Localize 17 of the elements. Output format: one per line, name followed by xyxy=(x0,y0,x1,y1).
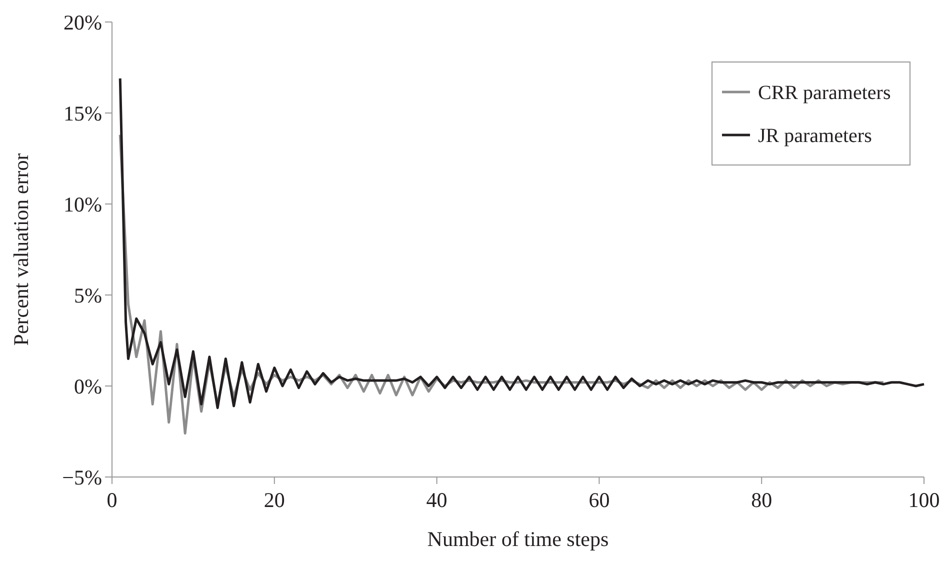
x-axis-title: Number of time steps xyxy=(427,527,609,551)
y-tick-label: 15% xyxy=(64,101,102,126)
y-axis-title: Percent valuation error xyxy=(9,153,33,346)
x-tick-label: 80 xyxy=(751,488,772,512)
x-tick-label: 60 xyxy=(588,488,610,512)
y-tick-label: 0% xyxy=(74,374,102,398)
y-tick-label: 20% xyxy=(64,10,102,34)
y-tick-label: 5% xyxy=(74,283,102,308)
x-tick-label: 0 xyxy=(106,488,118,512)
x-tick-label: 40 xyxy=(426,488,448,512)
x-tick-label: 100 xyxy=(908,488,940,512)
y-tick-label: −5% xyxy=(62,465,102,490)
line-series xyxy=(118,77,926,410)
x-tick-label: 20 xyxy=(264,488,285,512)
y-tick-label: 10% xyxy=(64,192,102,216)
legend-label: CRR parameters xyxy=(758,82,891,104)
legend-label: JR parameters xyxy=(758,125,872,147)
